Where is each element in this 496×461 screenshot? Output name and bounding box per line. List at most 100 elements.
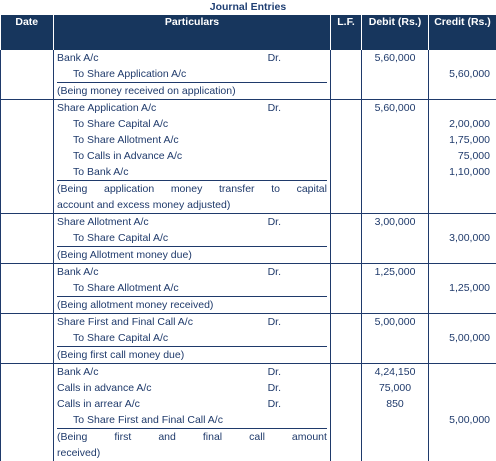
lf-line (331, 314, 361, 330)
debit-cell: 5,60,000 (362, 100, 429, 214)
lf-line (331, 296, 361, 312)
account-name: Calls in arrear A/c (57, 398, 140, 410)
debit-amount (362, 444, 428, 460)
date-cell (1, 264, 54, 314)
credit-cell: 3,00,000 (429, 214, 496, 264)
lf-line (331, 396, 361, 412)
lf-line (331, 116, 361, 132)
lf-line (331, 330, 361, 346)
debit-amount: 850 (362, 396, 428, 412)
credit-account-line: To Calls in Advance A/c (57, 148, 327, 164)
account-name: (Being money received on application) (57, 85, 236, 97)
narration-line: (Being money received on application) (57, 82, 327, 99)
journal-table: Date Particulars L.F. Debit (Rs.) Credit… (0, 15, 496, 461)
credit-cell: 5,00,000 (429, 364, 496, 461)
lf-line (331, 82, 361, 98)
credit-amount: 1,25,000 (429, 280, 490, 296)
lf-line (331, 148, 361, 164)
credit-amount (429, 444, 490, 460)
credit-amount: 3,00,000 (429, 230, 490, 246)
narration-word: first (114, 429, 131, 445)
lf-line (331, 230, 361, 246)
lf-cell (331, 214, 362, 264)
date-cell (1, 314, 54, 364)
date-cell (1, 100, 54, 214)
debit-amount: 5,00,000 (362, 314, 428, 330)
account-name: To Share Allotment A/c (73, 134, 179, 146)
credit-amount (429, 100, 490, 116)
debit-amount: 75,000 (362, 380, 428, 396)
credit-amount (429, 346, 490, 362)
header-debit: Debit (Rs.) (362, 15, 429, 50)
lf-cell (331, 100, 362, 214)
lf-line (331, 164, 361, 180)
narration-word: transfer (219, 181, 255, 197)
debit-amount (362, 296, 428, 312)
credit-amount: 75,000 (429, 148, 490, 164)
lf-line (331, 180, 361, 196)
debit-account-line: Share Application A/c Dr. (57, 100, 327, 116)
narration-word: capital (297, 181, 327, 197)
debit-amount (362, 132, 428, 148)
account-name: To Share Application A/c (73, 68, 186, 80)
account-name: account and excess money adjusted) (57, 199, 230, 211)
credit-cell: 5,60,000 (429, 50, 496, 100)
narration-line: (Being allotment money received) (57, 296, 327, 313)
credit-amount (429, 246, 490, 262)
lf-line (331, 364, 361, 380)
narration-word: money (171, 181, 203, 197)
debit-amount (362, 116, 428, 132)
lf-line (331, 50, 361, 66)
debit-cell: 3,00,000 (362, 214, 429, 264)
dr-marker: Dr. (268, 264, 281, 280)
debit-amount (362, 412, 428, 428)
narration-word: and (158, 429, 176, 445)
dr-marker: Dr. (268, 214, 281, 230)
account-name: Bank A/c (57, 52, 98, 64)
debit-amount: 4,24,150 (362, 364, 428, 380)
credit-amount (429, 50, 490, 66)
credit-amount (429, 314, 490, 330)
debit-amount (362, 330, 428, 346)
lf-line (331, 280, 361, 296)
debit-amount (362, 428, 428, 444)
dr-marker: Dr. (268, 364, 281, 380)
credit-cell: 5,00,000 (429, 314, 496, 364)
debit-amount (362, 346, 428, 362)
debit-amount (362, 148, 428, 164)
narration-line: (Being first call money due) (57, 346, 327, 363)
account-name: Share Application A/c (57, 102, 156, 114)
credit-amount (429, 364, 490, 380)
dr-marker: Dr. (268, 100, 281, 116)
lf-line (331, 66, 361, 82)
narration-word: (Being (57, 429, 87, 445)
credit-amount (429, 380, 490, 396)
lf-cell (331, 364, 362, 461)
credit-account-line: To Share Capital A/c (57, 330, 327, 346)
narration-word: call (249, 429, 265, 445)
account-name: Bank A/c (57, 266, 98, 278)
header-lf: L.F. (331, 15, 362, 50)
debit-cell: 5,00,000 (362, 314, 429, 364)
debit-amount (362, 82, 428, 98)
dr-marker: Dr. (268, 380, 281, 396)
lf-cell (331, 264, 362, 314)
date-cell (1, 50, 54, 100)
credit-amount: 5,00,000 (429, 412, 490, 428)
lf-line (331, 196, 361, 212)
date-cell (1, 214, 54, 264)
journal-title: Journal Entries (0, 0, 496, 15)
credit-amount (429, 264, 490, 280)
